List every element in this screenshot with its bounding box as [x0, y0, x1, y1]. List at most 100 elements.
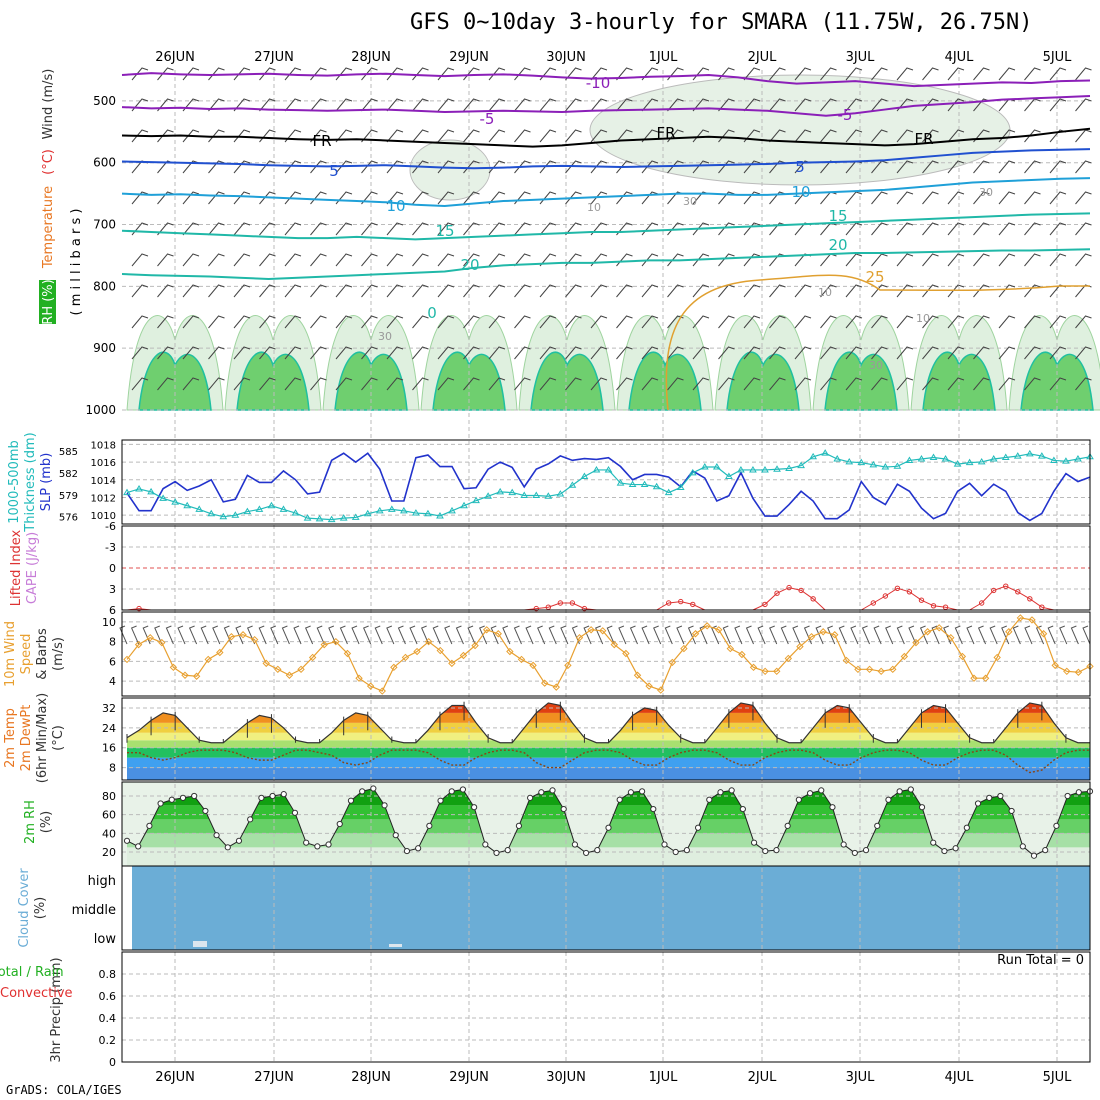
thickness-point: [387, 505, 396, 512]
wind-barb: [871, 98, 888, 112]
wind-barb: [871, 129, 888, 143]
surface-wind-barb: [270, 625, 279, 645]
wind-barb: [182, 377, 200, 391]
wind-barb: [667, 377, 684, 391]
wind-barb: [182, 253, 200, 267]
wind-barb: [896, 191, 914, 205]
date-label-top: 30JUN: [546, 50, 586, 65]
cross-section-ylabel: RH (%) Temperature (°C) Wind (m/s): [39, 69, 56, 325]
wind-barb: [667, 346, 684, 360]
slp-line: [126, 452, 1091, 522]
date-label-bottom: 27JUN: [254, 1070, 294, 1085]
contour-label: 10: [386, 197, 405, 215]
wind-barb: [514, 129, 531, 143]
surface-wind-barb: [467, 625, 476, 645]
wind-speed-point: [471, 641, 479, 650]
wind-barb: [488, 315, 506, 329]
wind-barb: [616, 253, 633, 267]
surface-wind-barb: [513, 625, 522, 645]
wind-barb: [845, 284, 863, 298]
wind-barb: [1075, 191, 1092, 205]
wind-barb: [718, 222, 735, 236]
rh-wet-area: [628, 351, 702, 411]
wind-barb: [743, 284, 761, 298]
surface-wind-barb: [293, 625, 302, 645]
thickness-point: [809, 452, 818, 460]
wind-barb: [922, 129, 939, 143]
wind-barb: [590, 160, 608, 174]
surface-wind-barb: [328, 625, 337, 645]
wind-barb: [616, 222, 633, 236]
contour-label: 15: [828, 207, 847, 225]
lifted-index-point: [810, 596, 816, 602]
lifted-index-point: [798, 587, 804, 594]
wind-barb: [641, 129, 659, 143]
isotherm-20: [121, 248, 1091, 280]
wind-barb: [871, 222, 888, 236]
surface-wind-barb: [444, 625, 453, 645]
wind-speed-point: [981, 674, 990, 682]
thickness-point: [496, 487, 505, 495]
surface-wind-barb: [188, 625, 198, 645]
wind-speed-point: [239, 631, 247, 639]
lifted-index-point: [774, 590, 780, 596]
surface-wind-barb: [919, 625, 929, 645]
wind-barb: [922, 346, 939, 360]
surface-wind-barb: [409, 625, 418, 645]
slp-ylabel-line: SLP (mb): [39, 453, 54, 512]
ylabel-temperature: Temperature: [41, 186, 56, 269]
rh-ylabel-line: (%): [39, 811, 54, 834]
rh-tick-label: 20: [102, 846, 116, 859]
wind-speed-point: [123, 655, 131, 664]
rh-point: [157, 800, 164, 807]
thickness-tick-label: 576: [59, 513, 78, 524]
wind-speed-point: [459, 651, 468, 660]
wind-barb: [845, 129, 863, 143]
rh-point: [471, 804, 478, 811]
thickness-point: [1050, 456, 1058, 463]
thickness-point: [953, 460, 962, 467]
thickness-point: [436, 511, 444, 519]
wind-barb: [973, 222, 990, 236]
wind-barb: [208, 253, 225, 267]
precip-tick-label: 0.2: [99, 1034, 117, 1047]
surface-wind-barb: [745, 625, 754, 645]
wind-barb: [284, 191, 302, 205]
rh-wet-area: [824, 351, 898, 411]
rh-wet-area: [236, 351, 310, 411]
wind-barb: [769, 284, 786, 298]
li-ylabel: Lifted Index CAPE (J/kg): [9, 529, 40, 606]
surface-wind-barb: [896, 625, 905, 645]
wind-barb: [794, 67, 812, 81]
wind-barb: [488, 160, 506, 174]
wind-barb: [1024, 160, 1041, 174]
lifted-index-point: [918, 597, 925, 603]
surface-wind-barb: [420, 625, 430, 645]
wind-barb: [769, 129, 786, 143]
date-label-top: 1JUL: [649, 50, 679, 65]
wind-barb: [871, 284, 888, 298]
wind-speed-point: [424, 637, 433, 646]
lifted-index-line: [524, 602, 597, 611]
wind-barb: [1024, 67, 1041, 81]
wind-barb: [208, 284, 225, 298]
date-label-bottom: 5JUL: [1043, 1070, 1073, 1085]
contour-label: 25: [865, 268, 884, 286]
ylabel-millibars: ( m i l l i b a r s ): [69, 209, 84, 316]
wind-barb: [335, 98, 353, 112]
wind-speed-point: [842, 656, 851, 665]
rh-point: [482, 841, 489, 848]
wind-barb: [208, 377, 225, 391]
wind-barb: [998, 191, 1016, 205]
chart-title: GFS 0~10day 3-hourly for SMARA (11.75W, …: [410, 10, 1033, 35]
wind-speed-point: [390, 663, 398, 672]
wind-barb: [386, 315, 404, 329]
rh-point: [269, 792, 276, 800]
wind-speed-point: [1016, 614, 1025, 622]
wind-speed-point: [262, 659, 270, 668]
thickness-point: [556, 490, 565, 497]
wind-barb: [182, 284, 200, 298]
wind-barb: [361, 346, 378, 360]
cloud-level-label: middle: [72, 903, 116, 918]
wind-barb: [437, 346, 455, 360]
